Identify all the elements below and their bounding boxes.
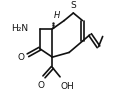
Text: H: H <box>54 11 60 20</box>
Text: O: O <box>17 53 24 62</box>
Text: S: S <box>70 1 76 10</box>
Text: OH: OH <box>60 82 74 92</box>
Text: H₂N: H₂N <box>12 24 29 33</box>
Text: O: O <box>38 81 45 90</box>
